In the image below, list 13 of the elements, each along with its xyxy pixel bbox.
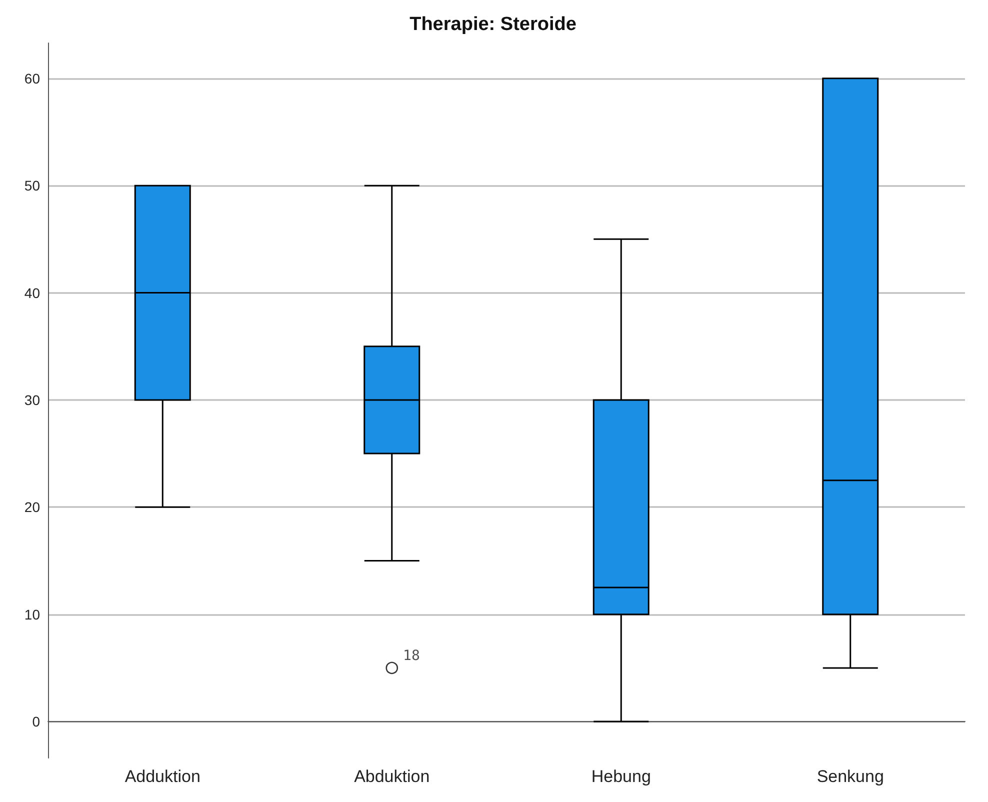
y-tick-label: 0 — [32, 714, 40, 730]
y-tick-label: 10 — [24, 606, 40, 622]
y-tick-label: 60 — [24, 70, 40, 86]
x-tick-label: Hebung — [591, 767, 651, 786]
chart-title: Therapie: Steroide — [410, 14, 576, 35]
y-tick-label: 30 — [24, 392, 40, 408]
x-tick-label: Abduktion — [354, 767, 430, 786]
y-tick-label: 40 — [24, 284, 40, 301]
y-tick-label: 50 — [24, 178, 40, 194]
x-tick-label: Adduktion — [124, 767, 200, 786]
y-tick-label: 20 — [24, 499, 40, 516]
x-tick-label: Senkung — [816, 767, 884, 786]
annotation: 18 — [403, 648, 420, 664]
